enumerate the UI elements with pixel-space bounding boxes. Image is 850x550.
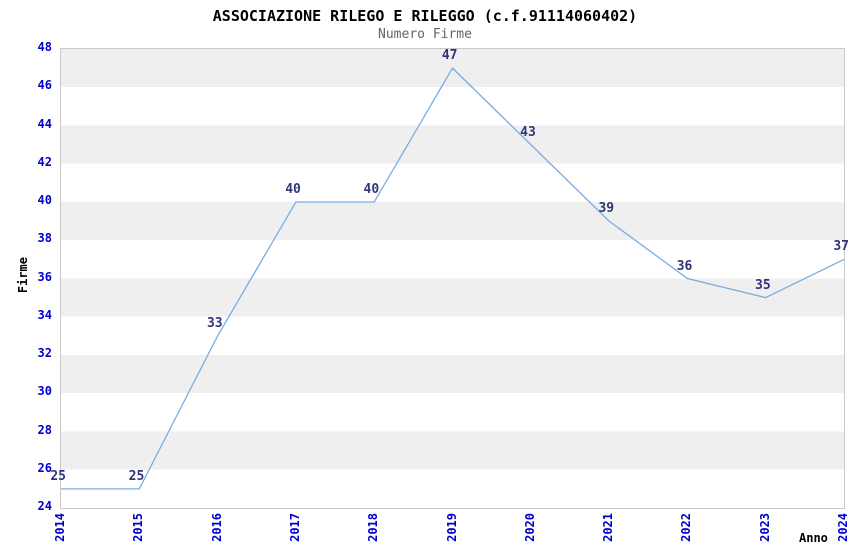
- data-point-label: 40: [363, 182, 380, 197]
- x-tick-label: 2016: [209, 513, 224, 542]
- x-tick-label: 2017: [287, 513, 302, 542]
- plot-area: 25 25 33 40 40 47 43 39 36 35 37: [50, 48, 849, 509]
- y-tick-label: 34: [37, 307, 52, 322]
- series-line: [61, 67, 845, 490]
- x-tick-label: 2018: [366, 513, 381, 542]
- data-point-label: 25: [128, 468, 145, 484]
- data-point-label: 36: [676, 258, 693, 274]
- data-point-label: 43: [520, 124, 536, 140]
- data-point-label: 25: [50, 468, 66, 484]
- data-point-label: 47: [441, 48, 458, 64]
- y-tick-label: 46: [37, 78, 52, 93]
- y-tick-label: 36: [37, 269, 52, 284]
- data-point-label: 35: [755, 277, 771, 293]
- data-point-label: 40: [285, 182, 301, 197]
- x-tick-label: 2022: [679, 513, 694, 542]
- data-point-label: 39: [598, 201, 615, 217]
- y-tick-label: 30: [37, 384, 52, 399]
- y-tick-label: 26: [37, 460, 52, 475]
- x-tick-label: 2019: [444, 513, 459, 542]
- chart-subtitle: Numero Firme: [378, 27, 472, 42]
- y-tick-label: 48: [37, 40, 52, 54]
- x-tick-label: 2024: [836, 513, 850, 542]
- x-tick-label: 2020: [522, 513, 537, 542]
- y-tick-label: 40: [37, 193, 52, 207]
- data-point-label: 33: [206, 315, 223, 331]
- y-tick-label: 32: [37, 346, 52, 360]
- y-tick-label: 24: [37, 499, 52, 513]
- y-tick-label: 44: [37, 116, 52, 131]
- x-tick-label: 2021: [601, 513, 616, 542]
- y-tick-label: 42: [37, 154, 52, 169]
- x-tick-label: 2023: [757, 513, 772, 542]
- line-series-svg: [61, 67, 845, 490]
- x-tick-label: 2014: [53, 513, 67, 542]
- y-tick-label: 38: [37, 231, 52, 246]
- x-axis-title: Anno: [799, 531, 828, 545]
- data-point-label: 37: [833, 239, 849, 255]
- y-tick-label: 28: [37, 422, 52, 437]
- chart-title: ASSOCIAZIONE RILEGO E RILEGGO (c.f.91114…: [212, 7, 638, 25]
- x-tick-label: 2015: [131, 513, 146, 542]
